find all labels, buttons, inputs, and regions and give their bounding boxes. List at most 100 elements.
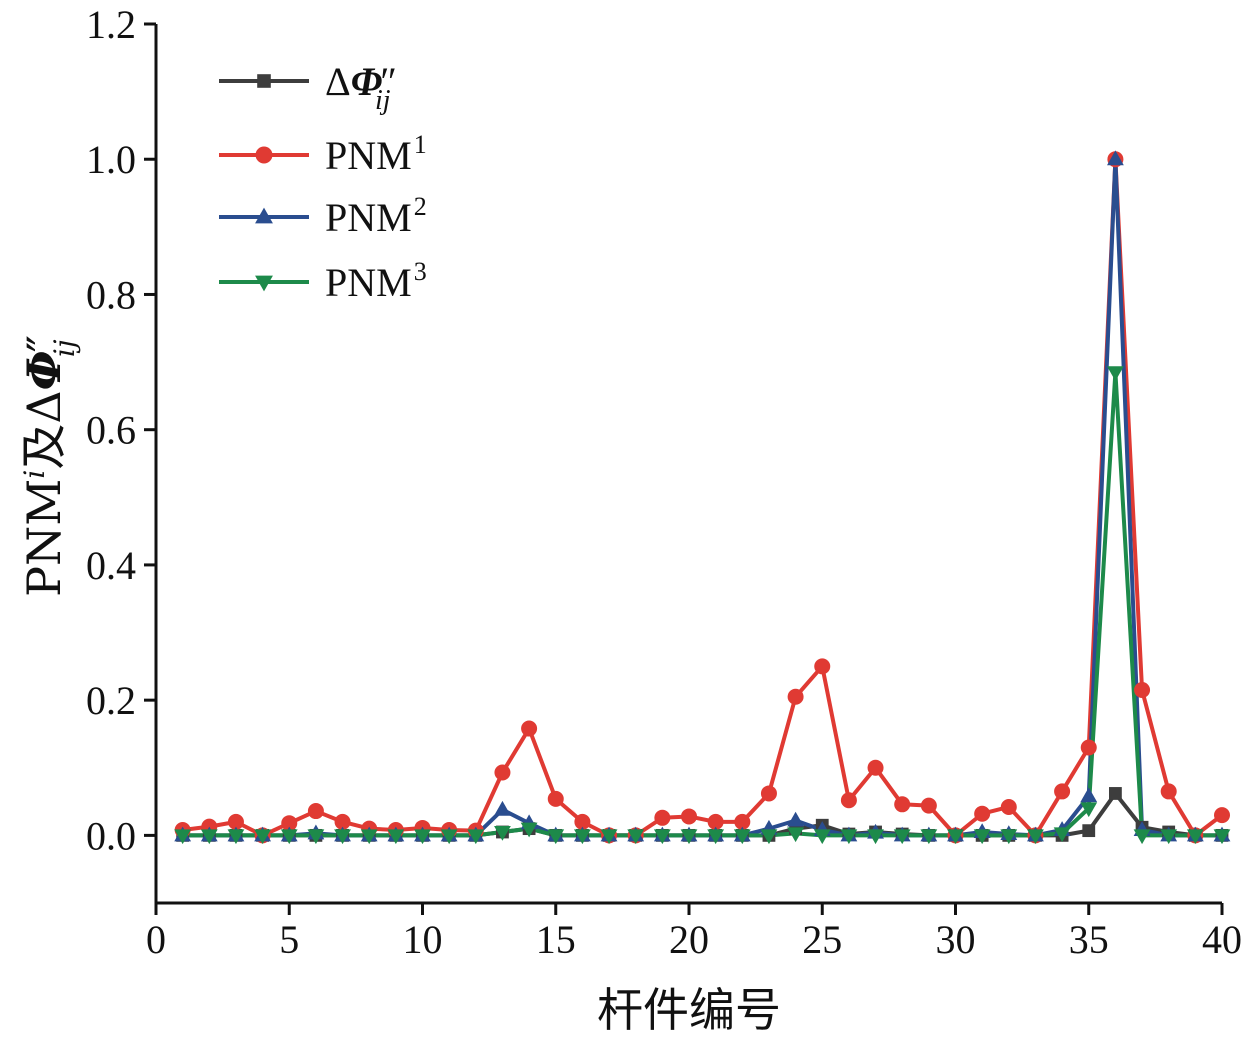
- data-point: [680, 829, 698, 845]
- data-point: [787, 827, 804, 843]
- x-tick-label: 25: [802, 917, 842, 962]
- data-point: [494, 826, 511, 841]
- data-point: [547, 790, 564, 807]
- data-point: [1053, 827, 1071, 843]
- x-tick-label: 10: [403, 917, 443, 962]
- legend-label: PNM3: [325, 257, 427, 305]
- y-tick-label: 0.0: [86, 813, 136, 858]
- y-tick-label: 1.2: [86, 2, 136, 47]
- y-tick-label: 0.4: [86, 543, 136, 588]
- x-tick-label: 5: [279, 917, 299, 962]
- data-point: [281, 815, 298, 832]
- data-point: [1054, 783, 1071, 800]
- data-point: [547, 829, 565, 845]
- data-point: [1134, 682, 1151, 699]
- x-tick-label: 40: [1202, 917, 1242, 962]
- data-point: [227, 813, 244, 830]
- series-markers: [174, 150, 1231, 842]
- series-line: [182, 157, 1224, 838]
- data-point: [200, 829, 218, 845]
- data-point: [1160, 783, 1177, 800]
- x-tick-label: 35: [1069, 917, 1109, 962]
- series-markers: [174, 150, 1231, 845]
- data-point: [467, 829, 485, 845]
- data-point: [707, 829, 725, 845]
- data-point: [257, 74, 271, 88]
- data-point: [307, 829, 325, 845]
- data-point: [1000, 829, 1018, 845]
- data-point: [255, 146, 273, 164]
- data-point: [894, 796, 911, 813]
- data-point: [174, 829, 192, 845]
- data-point: [787, 811, 804, 827]
- data-point: [1027, 829, 1044, 845]
- data-point: [707, 813, 724, 830]
- data-point: [653, 829, 671, 845]
- data-point: [1109, 787, 1122, 800]
- data-point: [813, 829, 831, 845]
- legend: ΔΦ″ij PNM1 PNM2 PNM3: [219, 59, 427, 305]
- data-point: [574, 829, 591, 845]
- data-point: [520, 822, 538, 838]
- x-tick-label: 0: [146, 917, 166, 962]
- data-point: [840, 829, 858, 845]
- data-point: [1080, 787, 1098, 803]
- data-point: [760, 785, 777, 802]
- data-point: [1080, 802, 1098, 818]
- data-point: [227, 829, 245, 845]
- data-point: [494, 800, 511, 816]
- y-tick-label: 0.6: [86, 408, 136, 453]
- data-point: [334, 813, 351, 830]
- data-point: [734, 813, 751, 830]
- legend-label: PNM2: [325, 192, 427, 240]
- data-point: [733, 829, 751, 845]
- data-point: [654, 809, 671, 826]
- data-point: [974, 805, 991, 822]
- data-point: [1133, 829, 1151, 845]
- data-point: [414, 829, 431, 845]
- data-point: [1213, 829, 1231, 845]
- data-point: [1080, 739, 1097, 756]
- axes: 0 5 10 15 20 25 30 35 40 0.0 0.2 0.4 0.6 0.8 1.0 1.2: [86, 2, 1242, 962]
- data-point: [973, 829, 991, 845]
- data-point: [521, 720, 538, 737]
- y-tick-label: 1.0: [86, 137, 136, 182]
- axis-titles: 杆件编号 PNMi及ΔΦ″ij: [17, 335, 781, 1037]
- data-point: [840, 792, 857, 809]
- data-point: [360, 829, 378, 845]
- data-point: [867, 829, 884, 845]
- data-point: [387, 829, 405, 845]
- legend-label: PNM1: [325, 130, 427, 178]
- data-point: [947, 829, 964, 845]
- data-point: [600, 829, 618, 845]
- series-markers: [174, 151, 1230, 844]
- legend-label: ΔΦ″ij: [325, 59, 397, 116]
- data-point: [1107, 366, 1124, 382]
- series-line: [182, 370, 1222, 838]
- data-point: [1186, 829, 1204, 845]
- data-point: [574, 813, 591, 830]
- data-point: [814, 658, 831, 675]
- data-point: [920, 797, 937, 814]
- data-point: [1160, 829, 1178, 845]
- series-markers: [174, 366, 1231, 845]
- data-point: [280, 829, 298, 845]
- x-tick-label: 30: [936, 917, 976, 962]
- data-point: [254, 829, 271, 845]
- data-point: [893, 829, 911, 845]
- data-point: [255, 275, 273, 292]
- y-tick-label: 0.2: [86, 678, 136, 723]
- data-point: [1000, 798, 1017, 815]
- data-point: [920, 829, 938, 845]
- data-point: [334, 829, 351, 845]
- data-point: [1107, 150, 1124, 166]
- data-point: [307, 803, 324, 820]
- data-point: [440, 829, 458, 845]
- data-point: [760, 829, 778, 845]
- y-tick-label: 0.8: [86, 272, 136, 317]
- data-point: [787, 688, 804, 705]
- data-point: [1214, 807, 1230, 824]
- x-tick-label: 15: [536, 917, 576, 962]
- data-point: [681, 808, 697, 825]
